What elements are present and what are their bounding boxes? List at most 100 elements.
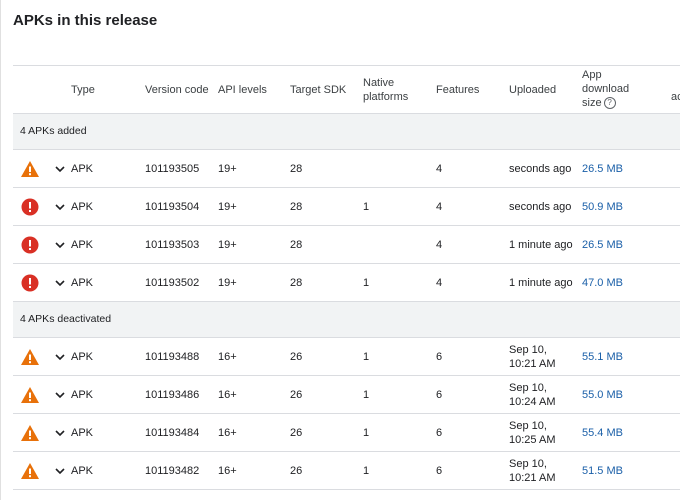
cell-download-size[interactable]: 51.5 MB — [582, 465, 623, 477]
table-row[interactable]: APK 101193488 16+ 26 1 6 Sep 10, 10:21 AM 55.1 M… — [13, 338, 680, 376]
col-header-native-line2: platforms — [363, 91, 409, 103]
download-size-link[interactable]: 55.0 MB — [582, 388, 623, 401]
section-header: 4 APKs added — [13, 114, 680, 150]
cell-uploaded: Sep 10, 10:25 AM — [509, 419, 555, 447]
cell-api-levels: 19+ — [218, 238, 237, 251]
cell-type: APK — [71, 350, 94, 363]
error-icon — [20, 273, 40, 293]
download-size-link[interactable]: 55.1 MB — [582, 350, 623, 363]
cell-api-levels: 19+ — [218, 162, 237, 175]
cell-type: APK — [71, 162, 94, 175]
cell-api-levels: 16+ — [218, 350, 237, 363]
cell-target-sdk: 28 — [290, 238, 303, 251]
chevron-down-icon[interactable] — [54, 389, 66, 401]
chevron-down-icon[interactable] — [54, 277, 66, 289]
cell-uploaded: Sep 10, 10:24 AM — [509, 381, 555, 409]
col-header-size-line3: size — [582, 97, 602, 109]
cell-uploaded-date: Sep 10, — [509, 381, 547, 394]
download-size-link[interactable]: 55.4 MB — [582, 426, 623, 439]
page-title: APKs in this release — [13, 12, 158, 29]
cell-download-size[interactable]: 26.5 MB — [582, 239, 623, 251]
cell-uploaded: Sep 10, 10:21 AM — [509, 457, 555, 485]
cell-native-platforms: 1 — [363, 388, 370, 401]
cell-features: 4 — [436, 276, 443, 289]
table-row[interactable]: APK 101193482 16+ 26 1 6 Sep 10, 10:21 AM 51.5 M… — [13, 452, 680, 490]
cell-native-platforms: 1 — [363, 350, 370, 363]
cell-download-size[interactable]: 55.4 MB — [582, 427, 623, 439]
table-row[interactable]: APK 101193505 19+ 28 4 seconds ago 26.5 MB — [13, 150, 680, 188]
table-header: Type Version code API levels Target SDK … — [13, 66, 680, 114]
col-header-size-line2: download — [582, 83, 630, 95]
cell-uploaded-date: Sep 10, — [509, 457, 547, 470]
help-icon[interactable]: ? — [603, 97, 616, 110]
cell-api-levels: 16+ — [218, 388, 237, 401]
cell-target-sdk: 28 — [290, 200, 303, 213]
col-header-features[interactable]: Features — [436, 84, 480, 96]
col-header-api-levels[interactable]: API levels — [218, 84, 267, 96]
chevron-down-icon[interactable] — [54, 427, 66, 439]
chevron-down-icon[interactable] — [54, 239, 66, 251]
table-row[interactable]: APK 101193503 19+ 28 4 1 minute ago 26.5 MB — [13, 226, 680, 264]
cell-type: APK — [71, 464, 94, 477]
download-size-link[interactable]: 51.5 MB — [582, 464, 623, 477]
warning-icon — [20, 385, 40, 405]
table-row[interactable]: APK 101193486 16+ 26 1 6 Sep 10, 10:24 AM 55.0 M… — [13, 376, 680, 414]
section-header: 4 APKs deactivated — [13, 302, 680, 338]
cell-uploaded: seconds ago — [509, 200, 572, 213]
apk-table: Type Version code API levels Target SDK … — [13, 65, 680, 490]
chevron-down-icon[interactable] — [54, 465, 66, 477]
cell-download-size[interactable]: 55.1 MB — [582, 351, 623, 363]
col-header-version-code[interactable]: Version code — [145, 84, 209, 96]
table-row[interactable]: APK 101193504 19+ 28 1 4 seconds ago 50.9 MB — [13, 188, 680, 226]
cell-uploaded: 1 minute ago — [509, 238, 573, 251]
warning-icon — [20, 159, 40, 179]
cell-download-size[interactable]: 47.0 MB — [582, 277, 623, 289]
cell-target-sdk: 26 — [290, 464, 303, 477]
table-row[interactable]: APK 101193484 16+ 26 1 6 Sep 10, 10:25 AM 55.4 M… — [13, 414, 680, 452]
cell-uploaded-date: Sep 10, — [509, 343, 547, 356]
cell-target-sdk: 26 — [290, 388, 303, 401]
cell-target-sdk: 28 — [290, 162, 303, 175]
download-size-link[interactable]: 47.0 MB — [582, 276, 623, 289]
col-header-native-line1: Native — [363, 77, 395, 89]
col-header-download-size[interactable]: App download size? — [582, 68, 629, 110]
cell-target-sdk: 26 — [290, 426, 303, 439]
col-header-uploaded[interactable]: Uploaded — [509, 84, 557, 96]
chevron-down-icon[interactable] — [54, 163, 66, 175]
cell-download-size[interactable]: 55.0 MB — [582, 389, 623, 401]
cell-uploaded-date: Sep 10, — [509, 419, 547, 432]
cell-api-levels: 16+ — [218, 426, 237, 439]
cell-version-code: 101193502 — [145, 276, 200, 289]
cell-features: 6 — [436, 464, 443, 477]
col-header-target-sdk[interactable]: Target SDK — [290, 84, 347, 96]
col-header-native-platforms[interactable]: Native platforms — [363, 76, 408, 104]
download-size-link[interactable]: 50.9 MB — [582, 200, 623, 213]
cell-uploaded: 1 minute ago — [509, 276, 573, 289]
cell-download-size[interactable]: 50.9 MB — [582, 201, 623, 213]
cell-api-levels: 16+ — [218, 464, 237, 477]
cell-uploaded-time: 10:25 AM — [509, 433, 556, 446]
error-icon — [20, 235, 40, 255]
cell-version-code: 101193504 — [145, 200, 200, 213]
table-row[interactable]: APK 101193502 19+ 28 1 4 1 minute ago 47.0 MB — [13, 264, 680, 302]
cell-target-sdk: 28 — [290, 276, 303, 289]
download-size-link[interactable]: 26.5 MB — [582, 162, 623, 175]
cell-uploaded-time: 10:21 AM — [509, 357, 556, 370]
cell-uploaded-time: 10:21 AM — [509, 471, 556, 484]
cell-version-code: 101193486 — [145, 388, 200, 401]
cell-version-code: 101193484 — [145, 426, 200, 439]
cell-type: APK — [71, 200, 94, 213]
cell-features: 6 — [436, 426, 443, 439]
download-size-link[interactable]: 26.5 MB — [582, 238, 623, 251]
cell-version-code: 101193488 — [145, 350, 200, 363]
cell-features: 6 — [436, 350, 443, 363]
col-header-size-line1: App — [582, 69, 602, 81]
col-header-active[interactable]: In active — [671, 76, 680, 104]
cell-target-sdk: 26 — [290, 350, 303, 363]
cell-features: 4 — [436, 238, 443, 251]
col-header-type[interactable]: Type — [71, 84, 95, 96]
chevron-down-icon[interactable] — [54, 201, 66, 213]
cell-api-levels: 19+ — [218, 276, 237, 289]
chevron-down-icon[interactable] — [54, 351, 66, 363]
cell-download-size[interactable]: 26.5 MB — [582, 163, 623, 175]
